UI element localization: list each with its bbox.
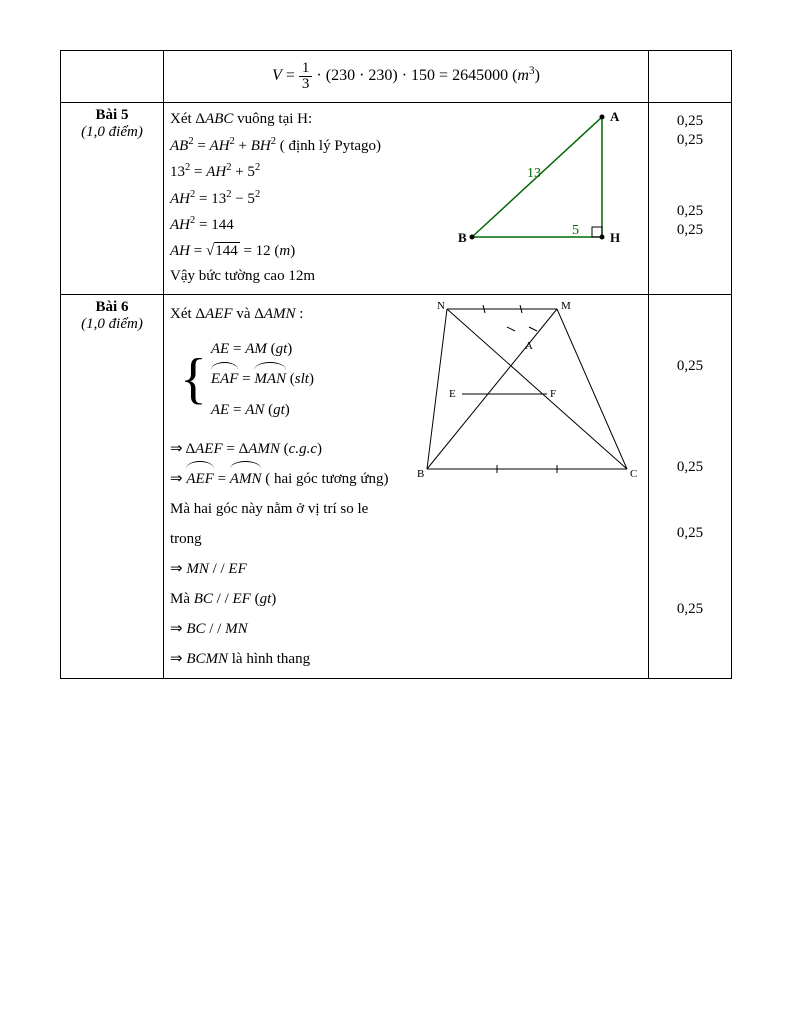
bai6-line: ⇒ ΔAEF = ΔAMN (c.g.c) [170, 434, 401, 464]
bai5-title: Bài 5 [67, 107, 157, 124]
bai5-subtitle: (1,0 điểm) [67, 124, 157, 141]
brace-item: EAF = MAN (slt) [211, 365, 314, 394]
label-A2: A [525, 340, 533, 352]
triangle-abh-icon: A B H 13 5 [452, 107, 642, 257]
score: 0,25 [655, 113, 725, 130]
label-E: E [449, 388, 456, 400]
score: 0,25 [655, 358, 725, 375]
bai5-content-cell: Xét ΔABC vuông tại H: AB2 = AH2 + BH2 ( … [164, 103, 649, 295]
bai6-subtitle: (1,0 điểm) [67, 316, 157, 333]
cell-score-empty [649, 51, 732, 103]
row-bai6: Bài 6 (1,0 điểm) Xét ΔAEF và ΔAMN : { AE… [61, 294, 732, 679]
bai6-label-cell: Bài 6 (1,0 điểm) [61, 294, 164, 679]
label-B: B [458, 230, 467, 245]
label-5: 5 [572, 223, 579, 238]
bai6-figure: N M A E F B C [407, 299, 642, 675]
bai5-line: AH2 = 144 [170, 212, 446, 239]
row-formula: V = 13 · (230 · 230) · 150 = 2645000 (m3… [61, 51, 732, 103]
label-13: 13 [527, 166, 541, 181]
bai6-score-cell: 0,25 0,25 0,25 0,25 [649, 294, 732, 679]
bai6-brace-group: { AE = AM (gt) EAF = MAN (slt) AE = AN (… [180, 333, 401, 427]
bai6-line: ⇒ BCMN là hình thang [170, 644, 401, 674]
bai6-line: Mà BC / / EF (gt) [170, 584, 401, 614]
bai5-label-cell: Bài 5 (1,0 điểm) [61, 103, 164, 295]
label-N: N [437, 300, 445, 312]
bai5-line: 132 = AH2 + 52 [170, 159, 446, 186]
label-B2: B [417, 468, 424, 480]
bai5-figure: A B H 13 5 [452, 107, 642, 290]
bai5-line: AH = √144 = 12 (m) [170, 239, 446, 265]
answer-table: V = 13 · (230 · 230) · 150 = 2645000 (m3… [60, 50, 732, 679]
bai6-title: Bài 6 [67, 299, 157, 316]
bai5-line: AB2 = AH2 + BH2 ( định lý Pytago) [170, 133, 446, 160]
score: 0,25 [655, 459, 725, 476]
score: 0,25 [655, 601, 725, 618]
bai6-line: Mà hai góc này nằm ở vị trí so le trong [170, 494, 401, 554]
bai6-line: ⇒ AEF = AMN ( hai góc tương ứng) [170, 464, 401, 494]
label-C: C [630, 468, 637, 480]
bai6-line: ⇒ BC / / MN [170, 614, 401, 644]
bai6-line: Xét ΔAEF và ΔAMN : [170, 299, 401, 329]
bai5-text: Xét ΔABC vuông tại H: AB2 = AH2 + BH2 ( … [170, 107, 446, 290]
score: 0,25 [655, 203, 725, 220]
volume-formula: V = 13 · (230 · 230) · 150 = 2645000 (m3… [170, 55, 642, 98]
bai5-line: Vậy bức tường cao 12m [170, 264, 446, 290]
label-A: A [610, 109, 620, 124]
brace-item: AE = AN (gt) [211, 396, 314, 425]
cell-formula: V = 13 · (230 · 230) · 150 = 2645000 (m3… [164, 51, 649, 103]
label-M: M [561, 300, 571, 312]
brace-item: AE = AM (gt) [211, 335, 314, 364]
score: 0,25 [655, 222, 725, 239]
label-H: H [610, 230, 620, 245]
bai5-line: AH2 = 132 − 52 [170, 186, 446, 213]
label-F: F [550, 388, 556, 400]
cell-empty [61, 51, 164, 103]
brace-icon: { [180, 351, 207, 407]
bai6-content-cell: Xét ΔAEF và ΔAMN : { AE = AM (gt) EAF = … [164, 294, 649, 679]
row-bai5: Bài 5 (1,0 điểm) Xét ΔABC vuông tại H: A… [61, 103, 732, 295]
bai5-line: Xét ΔABC vuông tại H: [170, 107, 446, 133]
bai5-score-cell: 0,25 0,25 0,25 0,25 [649, 103, 732, 295]
bai6-line: ⇒ MN / / EF [170, 554, 401, 584]
score: 0,25 [655, 132, 725, 149]
bai6-text: Xét ΔAEF và ΔAMN : { AE = AM (gt) EAF = … [170, 299, 401, 675]
score: 0,25 [655, 525, 725, 542]
trapezoid-figure-icon: N M A E F B C [407, 299, 642, 484]
